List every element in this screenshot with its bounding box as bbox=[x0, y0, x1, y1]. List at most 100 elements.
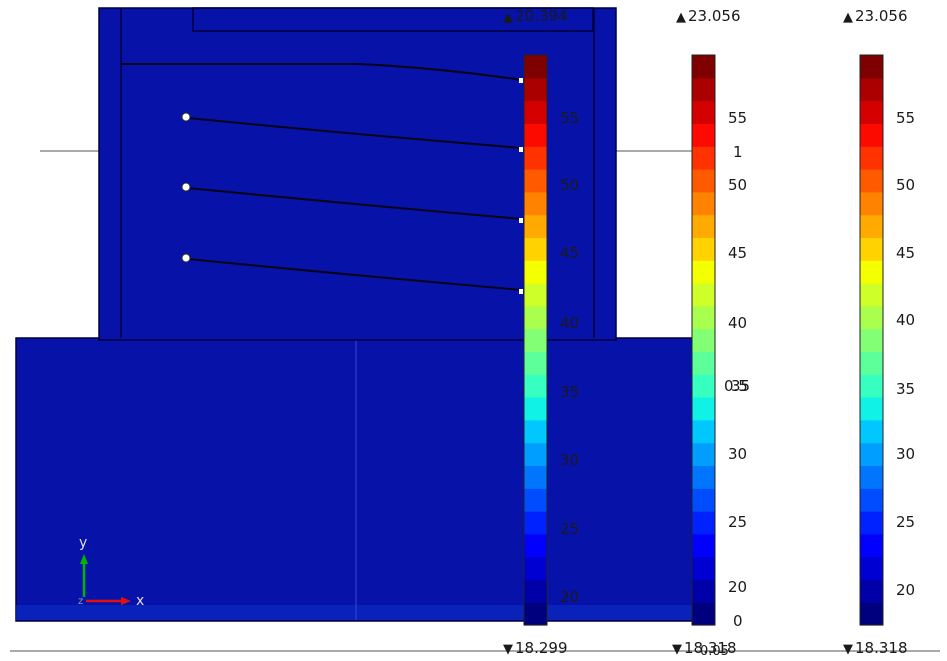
color-bar-segment bbox=[692, 419, 715, 444]
color-bar-segment bbox=[692, 511, 715, 535]
legend-1-tick: 35 bbox=[560, 383, 580, 401]
color-bar-segment bbox=[524, 442, 547, 466]
probe-point-1[interactable] bbox=[181, 112, 191, 122]
color-bar-segment bbox=[524, 146, 547, 170]
color-bar-segment bbox=[524, 191, 547, 216]
legend-2-tick: 40 bbox=[728, 314, 748, 332]
probe-point-2[interactable] bbox=[181, 182, 191, 192]
interface-line-1 bbox=[187, 117, 523, 149]
legend-color-bar-1[interactable] bbox=[523, 54, 548, 626]
color-bar-segment bbox=[692, 556, 715, 580]
color-bar-segment bbox=[860, 511, 883, 535]
legend-3-tick: 55 bbox=[896, 109, 916, 127]
color-bar-segment bbox=[524, 533, 547, 558]
color-bar-segment bbox=[860, 465, 883, 489]
color-bar-segment bbox=[860, 169, 883, 193]
color-bar-segment bbox=[692, 146, 715, 170]
color-bar-segment bbox=[860, 305, 883, 330]
line-end-marker-3 bbox=[519, 218, 523, 223]
color-bar-segment bbox=[692, 214, 715, 238]
color-bar-segment bbox=[860, 397, 883, 421]
probe-point-3[interactable] bbox=[181, 253, 191, 263]
color-bar-segment bbox=[860, 214, 883, 238]
axis-y-label: y bbox=[79, 535, 88, 551]
line-end-marker-2 bbox=[519, 147, 523, 152]
legend-2-tick: 45 bbox=[728, 244, 748, 262]
color-bar-segment bbox=[860, 328, 883, 352]
color-bar-frame bbox=[691, 54, 716, 626]
legend-color-bar-3[interactable] bbox=[859, 54, 884, 626]
legend-1-tick: 30 bbox=[560, 451, 580, 469]
color-bar-segment bbox=[692, 465, 715, 489]
color-bar-segment bbox=[860, 602, 883, 626]
color-bar-segment bbox=[860, 533, 883, 558]
color-bar-segment bbox=[860, 442, 883, 466]
color-bar-segment bbox=[524, 237, 547, 261]
legend-1-min: ▼ 18.299 bbox=[503, 639, 568, 657]
color-bar-segment bbox=[524, 351, 547, 375]
color-bar-segment bbox=[524, 214, 547, 238]
color-bar-segment bbox=[524, 488, 547, 512]
top-slot bbox=[192, 7, 594, 32]
color-bar-segment bbox=[692, 533, 715, 558]
base-block[interactable] bbox=[15, 337, 695, 622]
color-bar-segment bbox=[692, 328, 715, 352]
color-bar-segment bbox=[860, 146, 883, 170]
legend-3-tick: 35 bbox=[896, 380, 916, 398]
color-bar-segment bbox=[860, 260, 883, 284]
color-bar-segment bbox=[524, 77, 547, 102]
legend-3-tick: 40 bbox=[896, 311, 916, 329]
legend-1-tick: 40 bbox=[560, 314, 580, 332]
legend-2-tick: 20 bbox=[728, 578, 748, 596]
color-bar-segment bbox=[860, 351, 883, 375]
color-bar-segment bbox=[524, 55, 547, 79]
legend-3-tick: 50 bbox=[896, 176, 916, 194]
legend-2-min-overlap: 0.05 bbox=[700, 644, 729, 659]
legend-1-tick: 25 bbox=[560, 520, 580, 538]
color-bar-segment bbox=[860, 100, 883, 124]
color-bar-segment bbox=[524, 602, 547, 626]
legend-1-tick: 45 bbox=[560, 244, 580, 262]
axis-x-label: x bbox=[136, 593, 145, 609]
legend-3-tick: 20 bbox=[896, 581, 916, 599]
color-bar-segment bbox=[692, 55, 715, 79]
color-bar-segment bbox=[524, 579, 547, 603]
color-bar-segment bbox=[692, 169, 715, 193]
legend-3-tick: 25 bbox=[896, 513, 916, 531]
color-bar-segment bbox=[524, 305, 547, 330]
legend-3-tick: 30 bbox=[896, 445, 916, 463]
color-bar-segment bbox=[692, 442, 715, 466]
legend-1-tick: 20 bbox=[560, 588, 580, 606]
color-bar-segment bbox=[524, 419, 547, 444]
color-bar-segment bbox=[524, 283, 547, 307]
color-bar-segment bbox=[692, 351, 715, 375]
color-bar-segment bbox=[860, 191, 883, 216]
color-bar-segment bbox=[692, 260, 715, 284]
legend-2-tick: 55 bbox=[728, 109, 748, 127]
color-bar-segment bbox=[860, 123, 883, 147]
color-bar-segment bbox=[860, 556, 883, 580]
legend-2-tick: 25 bbox=[728, 513, 748, 531]
legend-1-tick: 50 bbox=[560, 176, 580, 194]
legend-color-bar-2[interactable] bbox=[691, 54, 716, 626]
color-bar-segment bbox=[692, 602, 715, 626]
color-bar-segment bbox=[524, 260, 547, 284]
color-bar-segment bbox=[524, 169, 547, 193]
color-bar-segment bbox=[524, 374, 547, 398]
color-bar-segment bbox=[524, 465, 547, 489]
color-bar-segment bbox=[860, 374, 883, 398]
color-bar-segment bbox=[860, 419, 883, 444]
y-axis-arrowhead bbox=[80, 554, 88, 564]
color-bar-frame bbox=[523, 54, 548, 626]
legend-2-tick: 1 bbox=[733, 143, 743, 161]
color-bar-segment bbox=[524, 397, 547, 421]
legend-2-min: ▼ 18.318 bbox=[672, 639, 737, 657]
color-bar-segment bbox=[860, 55, 883, 79]
color-bar-segment bbox=[692, 100, 715, 124]
color-bar-segment bbox=[860, 488, 883, 512]
color-bar-segment bbox=[692, 488, 715, 512]
color-bar-segment bbox=[524, 556, 547, 580]
color-bar-segment bbox=[860, 579, 883, 603]
